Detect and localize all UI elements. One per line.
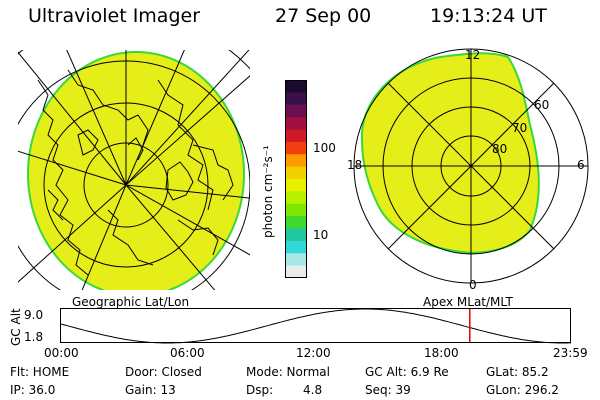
mlt-label-0: 0: [469, 278, 477, 290]
colorbar-swatch: [285, 191, 307, 205]
colorbar-tick-10: 10: [313, 228, 329, 242]
auroral-image-fill: [27, 51, 245, 290]
time-label: 19:13:24 UT: [430, 5, 547, 27]
colorbar-tick-100: 100: [313, 141, 336, 155]
mlat-label-80: 80: [492, 142, 507, 156]
altitude-plot: [60, 308, 571, 344]
altitude-xlabel-3: 18:00: [424, 346, 459, 360]
altitude-xlabel-0: 00:00: [44, 346, 79, 360]
status-flt: Flt: HOME: [10, 365, 70, 379]
altitude-xlabel-2: 12:00: [296, 346, 331, 360]
status-ip: IP: 36.0: [10, 383, 56, 397]
status-gc-alt: GC Alt: 6.9 Re: [365, 365, 449, 379]
mlat-label-60: 60: [534, 98, 549, 112]
status-dsp-value: 4.8: [303, 383, 323, 397]
status-dsp-label: Dsp:: [246, 383, 274, 397]
colorbar-swatch: [285, 228, 307, 242]
colorbar-swatch: [285, 141, 307, 155]
mlt-label-6: 6: [577, 158, 585, 172]
colorbar-swatch: [285, 80, 307, 93]
altitude-xlabel-4: 23:59: [553, 346, 588, 360]
orbit-altitude-curve: [60, 308, 571, 344]
colorbar-swatch: [285, 265, 307, 278]
altitude-xlabel-1: 06:00: [170, 346, 205, 360]
geographic-caption: Geographic Lat/Lon: [72, 295, 190, 309]
mlat-label-70: 70: [512, 121, 527, 135]
status-glat: GLat: 85.2: [486, 365, 549, 379]
colorbar: [285, 80, 307, 278]
colorbar-swatch: [285, 203, 307, 217]
mlt-label-12: 12: [465, 48, 480, 62]
status-door: Door: Closed: [125, 365, 202, 379]
mlt-label-18: 18: [347, 158, 362, 172]
colorbar-swatch: [285, 104, 307, 118]
colorbar-swatch: [285, 216, 307, 230]
altitude-ylabel-max: 9.0: [24, 308, 44, 322]
colorbar-swatch: [285, 154, 307, 168]
magnetic-caption: Apex MLat/MLT: [423, 295, 513, 309]
colorbar-swatch: [285, 253, 307, 267]
geographic-grid: [18, 50, 250, 290]
coastlines: [37, 69, 234, 276]
geographic-map: [18, 50, 250, 290]
altitude-ylabel-min: 1.8: [24, 330, 44, 344]
altitude-axis-label: GC Alt: [9, 308, 23, 346]
mlat-grid: [353, 48, 589, 284]
colorbar-swatch: [285, 92, 307, 106]
colorbar-swatch: [285, 166, 307, 180]
auroral-oval-fill: [360, 52, 540, 254]
colorbar-gradient: [285, 80, 307, 278]
colorbar-swatch: [285, 240, 307, 254]
colorbar-swatch: [285, 117, 307, 131]
status-seq: Seq: 39: [365, 383, 411, 397]
status-gain: Gain: 13: [125, 383, 176, 397]
colorbar-swatch: [285, 179, 307, 192]
colorbar-swatch: [285, 129, 307, 143]
colorbar-unit-label: photon cm⁻²s⁻¹: [261, 145, 275, 238]
instrument-title: Ultraviolet Imager: [28, 5, 201, 27]
status-mode: Mode: Normal: [246, 365, 330, 379]
status-glon: GLon: 296.2: [486, 383, 559, 397]
date-label: 27 Sep 00: [275, 5, 372, 27]
magnetic-map: 12 0 18 6 60 70 80: [347, 48, 589, 290]
